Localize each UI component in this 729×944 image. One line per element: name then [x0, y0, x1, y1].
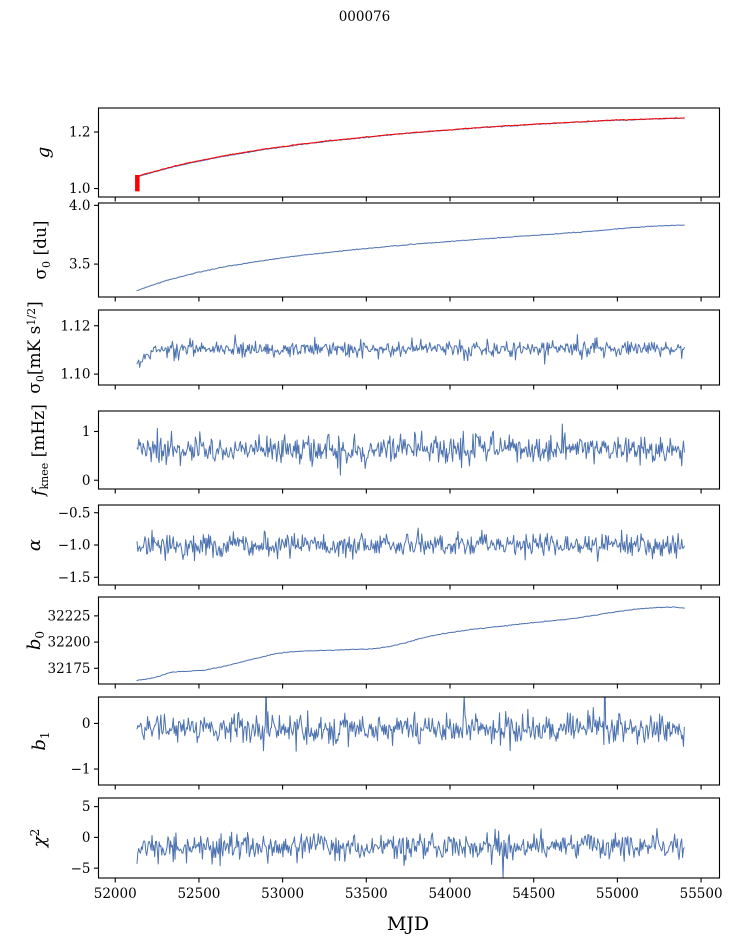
y-tick-label: 0	[82, 716, 91, 732]
y-tick-label: 1.12	[60, 318, 90, 334]
y-tick-label: −1	[71, 762, 91, 778]
panel-data-lines	[136, 333, 685, 368]
y-tick-label: 1.10	[60, 367, 90, 383]
x-tick-label: 55000	[596, 886, 639, 902]
y-tick-label: 5	[82, 799, 91, 815]
x-tick-label: 55500	[680, 886, 723, 902]
y-axis-label: fknee [mHz]	[29, 404, 51, 498]
y-tick-label: −0.5	[58, 505, 91, 521]
x-tick-label: 52500	[177, 886, 220, 902]
y-tick-label: 1	[82, 424, 91, 440]
panel-group: 1.0 1.2 g 3.5 4.0 σ0 [du] 1.10 1.12 σ0[mK s1/2] 0…	[24, 107, 723, 902]
y-axis-label: χ2	[28, 829, 50, 850]
y-axis-label: σ0 [du]	[31, 220, 53, 279]
y-tick-label: 32225	[48, 608, 91, 624]
y-tick-label: 1.0	[69, 181, 90, 197]
x-axis-label: MJD	[387, 913, 429, 935]
panel-sigma-0-mk-s-1-2-: 1.10 1.12 σ0[mK s1/2]	[25, 301, 721, 394]
panel-f-knee-mhz-: 0 1 fknee [mHz]	[29, 404, 721, 498]
y-axis-label: α	[24, 539, 45, 551]
panel-chi-2: −5 0 5 52000 52500 53000 53500 54000 54500 55000 5…	[28, 797, 723, 902]
x-tick-label: 54500	[512, 886, 555, 902]
x-tick-label: 53500	[345, 886, 388, 902]
series-b0	[136, 606, 685, 681]
panel-frame	[97, 309, 721, 386]
y-tick-label: 32175	[48, 661, 91, 677]
x-tick-label: 52000	[94, 886, 137, 902]
panel-data-lines	[136, 697, 685, 752]
y-tick-label: 0	[82, 473, 91, 489]
panel-frame	[97, 596, 721, 685]
series-sigma0-du	[136, 224, 685, 292]
panel-frame	[97, 202, 721, 298]
figure-title: 000076	[339, 9, 391, 25]
panel-data-lines	[136, 606, 685, 681]
y-tick-label: 4.0	[69, 198, 90, 214]
y-tick-label: −5	[71, 861, 91, 877]
panel-frame	[97, 410, 721, 490]
series-f-knee	[136, 423, 685, 476]
panel-data-lines	[136, 828, 685, 878]
panel-sigma-0-du-: 3.5 4.0 σ0 [du]	[31, 198, 721, 302]
series-gain-fit	[136, 117, 685, 177]
panel-frame	[97, 107, 721, 198]
panel-data-lines	[135, 117, 685, 192]
y-tick-label: 32200	[48, 635, 91, 651]
panel-alpha: −0.5 −1.0 −1.5 α	[24, 504, 721, 590]
y-tick-label: 0	[82, 830, 91, 846]
y-axis-label: b1	[29, 731, 52, 750]
series-b1	[136, 697, 685, 752]
series-alpha	[136, 527, 685, 562]
y-axis-label: b0	[24, 631, 47, 650]
panel-data-lines	[136, 423, 685, 476]
y-axis-label: σ0[mK s1/2]	[25, 301, 47, 394]
y-tick-label: −1.5	[58, 570, 91, 586]
panel-frame	[97, 797, 721, 879]
series-chi2	[136, 828, 685, 878]
x-tick-label: 54000	[429, 886, 472, 902]
x-tick-label: 53000	[261, 886, 304, 902]
y-tick-label: −1.0	[58, 538, 91, 554]
panel-data-lines	[136, 224, 685, 292]
y-axis-label: g	[33, 147, 54, 159]
panel-g: 1.0 1.2 g	[33, 107, 721, 202]
panel-b-1: −1 0 b1	[29, 696, 721, 790]
y-tick-label: 1.2	[69, 125, 90, 141]
series-sigma0-mK	[136, 333, 685, 368]
y-tick-label: 3.5	[69, 257, 90, 273]
panel-frame	[97, 696, 721, 786]
panel-data-lines	[136, 527, 685, 562]
